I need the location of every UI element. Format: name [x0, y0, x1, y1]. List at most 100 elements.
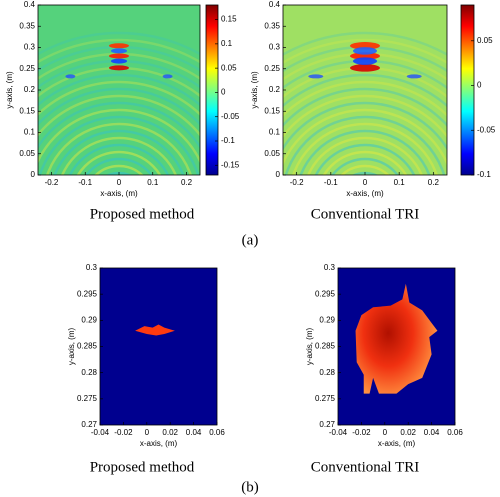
- x-tick-label: 0.1: [147, 178, 159, 187]
- wave-arc: [68, 143, 170, 175]
- wave-arc: [283, 94, 447, 139]
- wave-arc: [38, 115, 200, 175]
- wave-arc: [38, 101, 200, 149]
- x-tick-label: 0.06: [447, 428, 463, 437]
- colorbar-tick-label: 0.1: [221, 39, 233, 48]
- panel-label: (a): [242, 232, 259, 248]
- x-tick-label: 0.2: [181, 178, 193, 187]
- caption: Proposed method: [90, 459, 195, 475]
- y-tick-label: 0.15: [264, 106, 280, 115]
- y-tick-label: 0.29: [319, 315, 335, 324]
- colorbar-tick-label: 0.15: [221, 15, 237, 24]
- hot-spot: [109, 65, 129, 71]
- wave-arc: [94, 164, 144, 175]
- colorbar: [205, 4, 219, 176]
- y-tick-label: 0.27: [81, 420, 97, 429]
- colorbar-tick-label: -0.05: [477, 125, 496, 134]
- x-tick-label: 0.04: [424, 428, 440, 437]
- wave-arc: [38, 108, 200, 164]
- hot-spot: [406, 74, 422, 79]
- x-tick-label: 0: [363, 178, 368, 187]
- wave-arc: [306, 136, 424, 175]
- y-axis-label: y-axis, (m): [5, 71, 14, 109]
- colorbar-tick-label: 0.05: [221, 63, 237, 72]
- plot: -0.04 -0.02 0 0.02 0.04 0.06 0.27 0.275 0.28 0.28…: [67, 263, 225, 475]
- x-tick-label: -0.04: [91, 428, 110, 437]
- y-tick-label: 0.35: [264, 21, 280, 30]
- wave-arc: [283, 108, 447, 167]
- plot-area: [38, 5, 200, 175]
- wave-arc: [314, 143, 416, 175]
- colorbar-tick-label: -0.1: [477, 170, 491, 179]
- wave-arc: [283, 87, 447, 128]
- x-tick-label: -0.1: [324, 178, 338, 187]
- y-tick-label: 0.05: [264, 149, 280, 158]
- wave-arc: [38, 31, 200, 56]
- wave-arc: [84, 157, 154, 175]
- wave-arc: [38, 94, 200, 137]
- x-tick-label: 0.02: [162, 428, 178, 437]
- wave-arc: [53, 129, 185, 175]
- hot-spot: [109, 53, 129, 59]
- hot-spot: [109, 43, 129, 49]
- wave-arc: [38, 73, 200, 107]
- wave-arc: [284, 115, 446, 175]
- caption: Proposed method: [90, 206, 195, 222]
- y-tick-label: 0: [31, 170, 36, 179]
- hot-spot: [65, 74, 76, 79]
- heatmap-field: [283, 5, 447, 175]
- x-axis-label: x-axis, (m): [100, 189, 138, 198]
- wave-arc: [299, 129, 431, 175]
- colorbar-tick-label: -0.1: [221, 136, 235, 145]
- wave-arc: [340, 164, 390, 175]
- y-tick-label: 0.25: [19, 64, 35, 73]
- panel-label: (b): [241, 479, 259, 495]
- colorbar-tick-label: -0.05: [221, 112, 240, 121]
- y-axis-label: y-axis, (m): [67, 328, 76, 366]
- y-tick-label: 0.2: [24, 85, 36, 94]
- wave-arc: [283, 73, 447, 108]
- y-tick-label: 0.3: [269, 43, 281, 52]
- y-axis-label: y-axis, (m): [250, 71, 259, 109]
- y-tick-label: 0.35: [19, 21, 35, 30]
- colorbar-tick-label: 0.05: [477, 36, 493, 45]
- y-tick-label: 0.05: [19, 149, 35, 158]
- wave-arc: [45, 122, 193, 175]
- wave-arc: [291, 122, 439, 175]
- x-tick-label: 0: [145, 428, 150, 437]
- y-tick-label: 0.1: [269, 128, 281, 137]
- x-tick-label: 0.1: [394, 178, 406, 187]
- hot-spot: [353, 57, 377, 65]
- colorbar-tick-label: -0.15: [221, 160, 240, 169]
- colorbar-tick-label: 0: [477, 81, 482, 90]
- wave-arc: [60, 136, 178, 175]
- x-axis-label: x-axis, (m): [140, 439, 178, 448]
- x-tick-label: 0.02: [400, 428, 416, 437]
- y-tick-label: 0.29: [81, 315, 97, 324]
- x-tick-label: 0: [383, 428, 388, 437]
- x-tick-label: 0.04: [186, 428, 202, 437]
- wave-arc: [283, 101, 447, 151]
- heatmap-field: [100, 268, 217, 425]
- y-tick-label: 0.4: [269, 0, 281, 9]
- hot-spot: [350, 42, 380, 50]
- y-tick-label: 0.3: [324, 263, 336, 272]
- wave-arc: [38, 80, 200, 116]
- hot-spot: [162, 74, 173, 79]
- x-tick-label: 0.06: [209, 428, 225, 437]
- colorbar-tick-label: 0: [221, 88, 226, 97]
- x-tick-label: 0.2: [428, 178, 440, 187]
- y-tick-label: 0.2: [269, 85, 281, 94]
- y-tick-label: 0.285: [77, 342, 98, 351]
- hot-spot: [353, 47, 377, 55]
- y-tick-label: 0.3: [86, 263, 98, 272]
- y-tick-label: 0.295: [77, 289, 98, 298]
- x-tick-label: -0.02: [352, 428, 371, 437]
- hot-spot: [350, 64, 380, 72]
- focus-region: [135, 324, 175, 336]
- y-tick-label: 0.1: [24, 128, 36, 137]
- x-tick-label: -0.1: [78, 178, 92, 187]
- focus-region: [355, 283, 438, 394]
- wave-arc: [38, 38, 200, 64]
